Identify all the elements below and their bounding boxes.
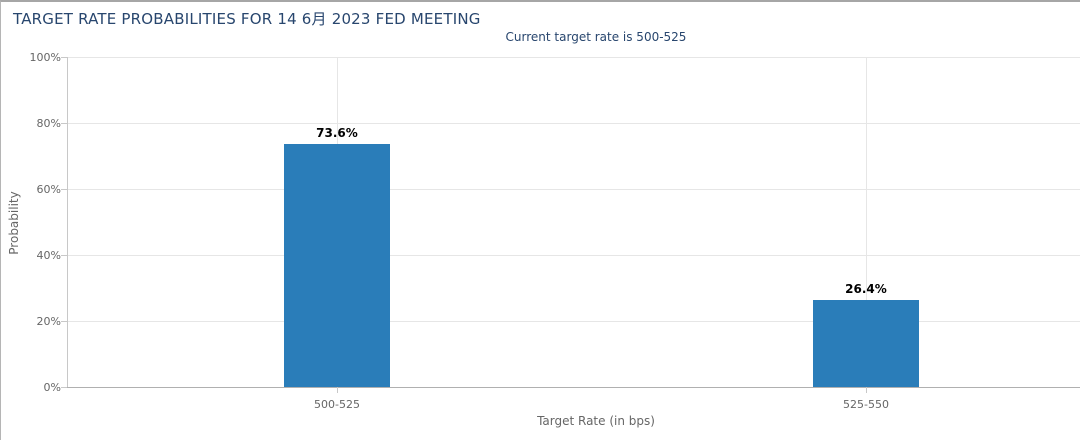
x-axis-tick — [866, 387, 867, 393]
h-gridline — [67, 123, 1080, 124]
y-tick-label: 0% — [43, 381, 61, 394]
x-axis-line — [67, 387, 1080, 388]
x-axis-title: Target Rate (in bps) — [537, 414, 655, 428]
y-axis-tick — [61, 255, 67, 256]
chart-subtitle: Current target rate is 500-525 — [505, 30, 687, 44]
y-axis-tick — [61, 387, 67, 388]
y-axis-tick — [61, 189, 67, 190]
bar[interactable] — [813, 299, 919, 387]
bar[interactable] — [284, 144, 390, 387]
y-tick-label: 20% — [36, 315, 61, 328]
h-gridline — [67, 189, 1080, 190]
chart-title: TARGET RATE PROBABILITIES FOR 14 6月 2023… — [13, 10, 481, 28]
x-tick-label: 525-550 — [843, 398, 889, 411]
h-gridline — [67, 255, 1080, 256]
h-gridline — [67, 321, 1080, 322]
bar-value-label: 73.6% — [316, 126, 358, 141]
y-axis-tick — [61, 57, 67, 58]
h-gridline — [67, 57, 1080, 58]
y-tick-label: 60% — [36, 183, 61, 196]
x-axis-tick — [337, 387, 338, 393]
y-axis-tick — [61, 321, 67, 322]
v-gridline — [866, 57, 867, 387]
y-tick-label: 100% — [29, 51, 61, 64]
y-tick-label: 80% — [36, 117, 61, 130]
bar-value-label: 26.4% — [845, 281, 887, 296]
y-axis-line — [67, 57, 68, 387]
y-tick-label: 40% — [36, 249, 61, 262]
x-tick-label: 500-525 — [314, 398, 360, 411]
y-axis-tick — [61, 123, 67, 124]
